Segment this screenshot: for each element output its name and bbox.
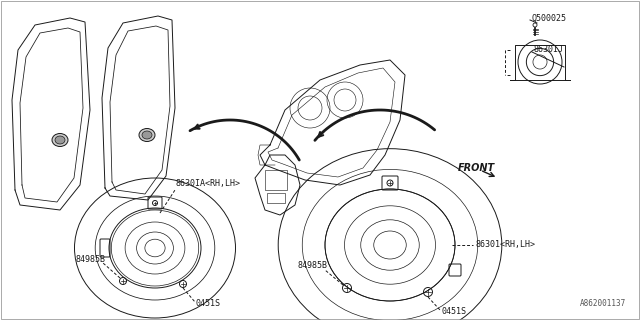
Text: 8630IJ: 8630IJ bbox=[534, 45, 564, 54]
Text: A862001137: A862001137 bbox=[580, 299, 626, 308]
Text: 8630IA<RH,LH>: 8630IA<RH,LH> bbox=[176, 179, 241, 188]
Ellipse shape bbox=[139, 129, 155, 141]
Bar bbox=[267, 193, 285, 203]
Ellipse shape bbox=[52, 133, 68, 147]
Text: 84985B: 84985B bbox=[75, 254, 105, 263]
Text: Q500025: Q500025 bbox=[532, 13, 567, 22]
Ellipse shape bbox=[142, 131, 152, 139]
Text: 0451S: 0451S bbox=[196, 300, 221, 308]
Text: 84985B: 84985B bbox=[297, 261, 327, 270]
Text: FRONT: FRONT bbox=[458, 163, 495, 173]
Text: 86301<RH,LH>: 86301<RH,LH> bbox=[475, 241, 535, 250]
Bar bbox=[265, 170, 287, 190]
Text: 0451S: 0451S bbox=[441, 308, 466, 316]
Ellipse shape bbox=[55, 136, 65, 144]
